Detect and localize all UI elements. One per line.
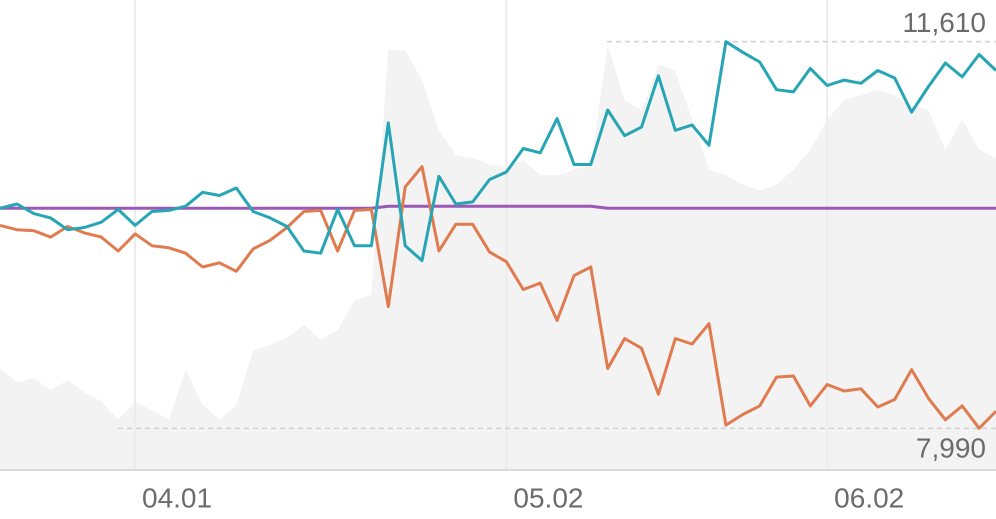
extreme-label: 11,610: [902, 7, 986, 38]
series-line: [0, 204, 996, 210]
extreme-label: 7,990: [916, 433, 986, 464]
x-tick-label: 06.02: [834, 482, 904, 513]
series-line: [0, 40, 996, 263]
x-tick-label: 05.02: [513, 482, 583, 513]
series-line: [0, 165, 996, 430]
x-tick-label: 04.01: [142, 482, 212, 513]
